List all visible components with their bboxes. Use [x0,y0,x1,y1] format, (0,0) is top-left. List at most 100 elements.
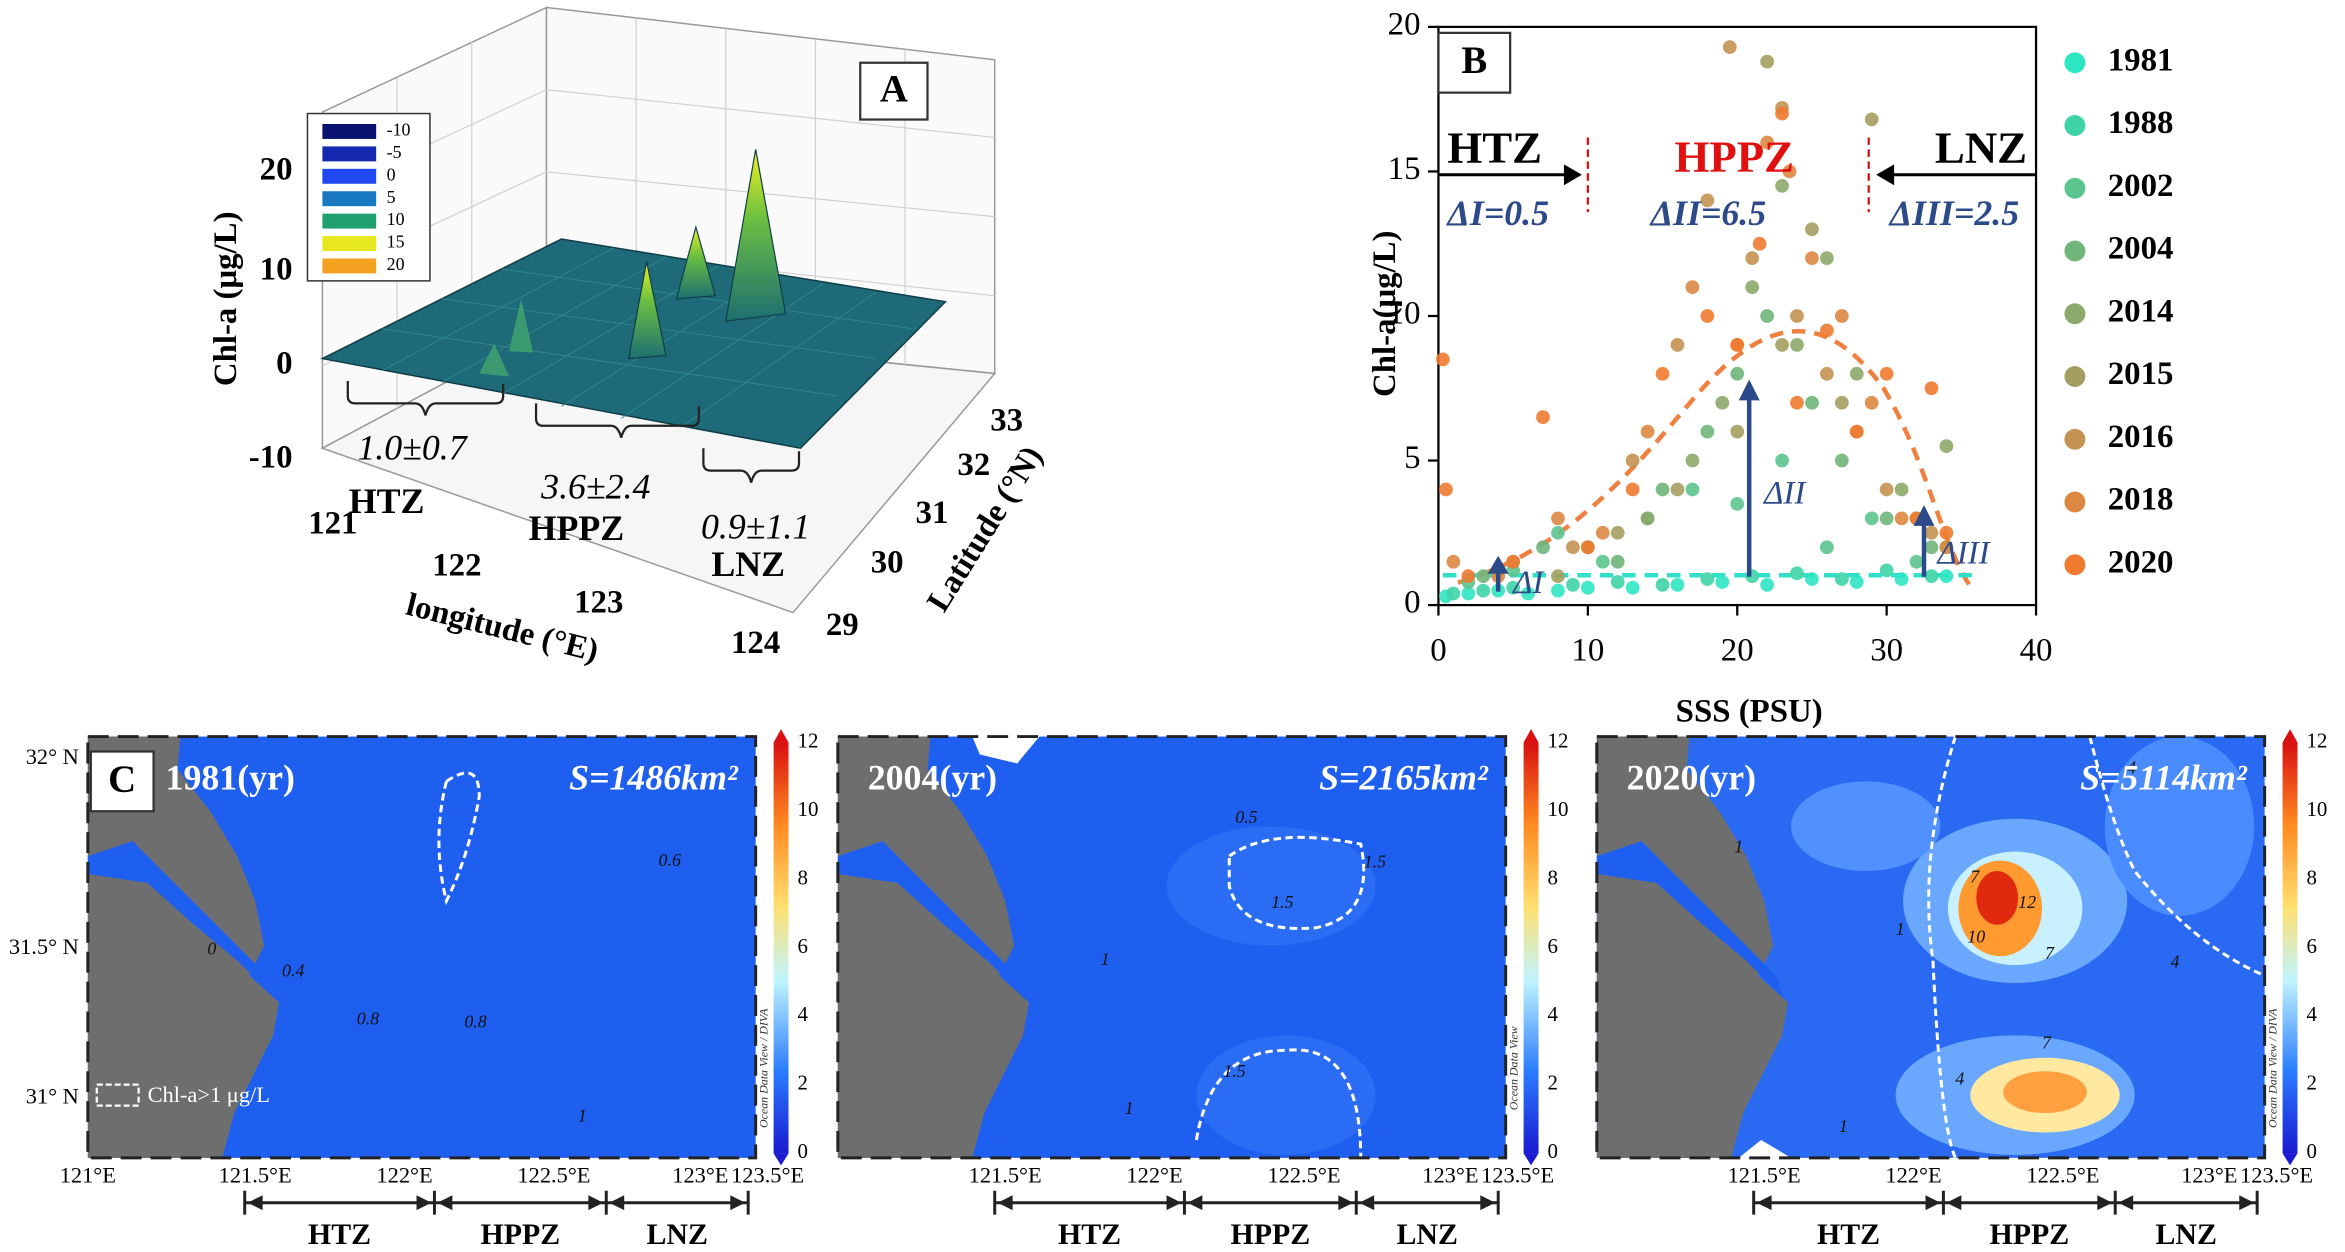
point [1924,381,1939,396]
contour-label: 7 [1970,867,1980,887]
y-tick-label: 31 [916,495,949,531]
arrow-head [730,1195,746,1211]
legend-marker [2064,554,2086,576]
point [1879,511,1894,526]
zone-label: LNZ [647,1218,708,1251]
arrow-head [997,1195,1013,1211]
point [1924,569,1939,584]
legend-label: 2015 [2108,356,2174,392]
legend-swatch [322,124,377,139]
point [1476,583,1491,598]
z-tick-label: -10 [249,440,293,476]
lon-label: 123°E [1422,1162,1478,1187]
z-tick-label: 20 [260,151,293,187]
arrow-head [1480,1195,1496,1211]
y-tick-label: 32 [957,447,990,483]
lon-label: 123.5°E [1481,1162,1554,1187]
lon-label: 122°E [376,1162,432,1187]
delta-label: ΔI=0.5 [1445,193,1549,233]
point [1820,366,1834,381]
brace [534,403,701,439]
point [1670,577,1685,592]
y-tick-label: 10 [1388,296,1421,332]
point [1730,366,1745,381]
point [1446,586,1461,601]
point [1700,193,1715,208]
x-tick-label: 123 [574,585,623,621]
point [1730,338,1745,352]
arrow-head [1359,1195,1375,1211]
river [837,841,1025,999]
lat-label: 31° N [26,1083,79,1108]
legend-label: 0 [387,164,396,184]
contour-label: 7 [2042,1032,2052,1052]
contour-label: 1 [1839,1116,1848,1136]
point [1685,280,1700,294]
legend-swatch [322,168,377,184]
label-box [1437,31,1512,94]
chl-blob [1791,781,1941,872]
colorbar-label: 6 [797,934,807,958]
arrow-head [416,1195,432,1211]
point [1745,280,1760,294]
point [1461,586,1476,601]
contour-label: 1 [1896,919,1905,939]
delta-label: ΔII=6.5 [1649,193,1767,233]
contour-label: 4 [2171,952,2180,972]
point [1924,540,1939,555]
point [1909,554,1924,569]
zone-label: LNZ [1935,123,2027,173]
point [1849,424,1864,439]
zone-label: HPPZ [481,1218,561,1251]
colorbar-label: 6 [2306,934,2316,958]
point [1790,309,1804,323]
lon-label: 121°E [60,1162,116,1187]
point [1730,424,1745,439]
y-tick-label: 0 [1404,585,1420,621]
legend-marker [2064,366,2086,387]
point [1580,580,1595,595]
arrow-head [1946,1195,1962,1211]
arrow-head [1876,164,1895,186]
point [1775,106,1789,121]
arrow-head [1487,555,1509,574]
shade [1166,826,1376,946]
x-tick-label: 122 [432,547,481,583]
point [1580,540,1595,555]
colorbar-cap [2282,729,2298,743]
land [837,736,1030,1158]
delta-label: ΔII [1762,476,1807,512]
point [1820,540,1834,555]
x-tick-label: 20 [1721,632,1754,668]
legend-swatch [322,258,377,274]
legend-label: 20 [387,254,405,274]
point [1551,525,1565,540]
contour-label: 12 [2018,892,2036,912]
point [1670,338,1685,352]
peak [675,224,717,300]
x-axis-title: SSS (PSU) [1676,694,1823,730]
lon-label: 122.5°E [1267,1162,1340,1187]
zone-label: HTZ [308,1218,371,1251]
colorbar-label: 12 [1548,728,1569,752]
year-label: 1981(yr) [166,758,295,798]
point [1775,453,1789,468]
point [1625,482,1640,497]
chl-blob [2104,736,2255,916]
zone-name: HTZ [349,481,425,521]
colorbar-label: 0 [797,1139,807,1163]
point [1506,554,1521,569]
colorbar-cap [1523,729,1539,743]
colorbar-label: 6 [1548,934,1558,958]
threshold-contour [1927,736,2266,1159]
lon-label: 123.5°E [2240,1162,2313,1187]
point [1715,395,1730,410]
contour-label: 1.5 [1223,1061,1245,1081]
lon-label: 122°E [1126,1162,1182,1187]
arrow-head [588,1195,604,1211]
arrow-head [2239,1195,2255,1211]
point [1521,586,1535,601]
peak [627,261,667,360]
colorbar-label: 12 [2306,728,2327,752]
point [1879,366,1894,381]
